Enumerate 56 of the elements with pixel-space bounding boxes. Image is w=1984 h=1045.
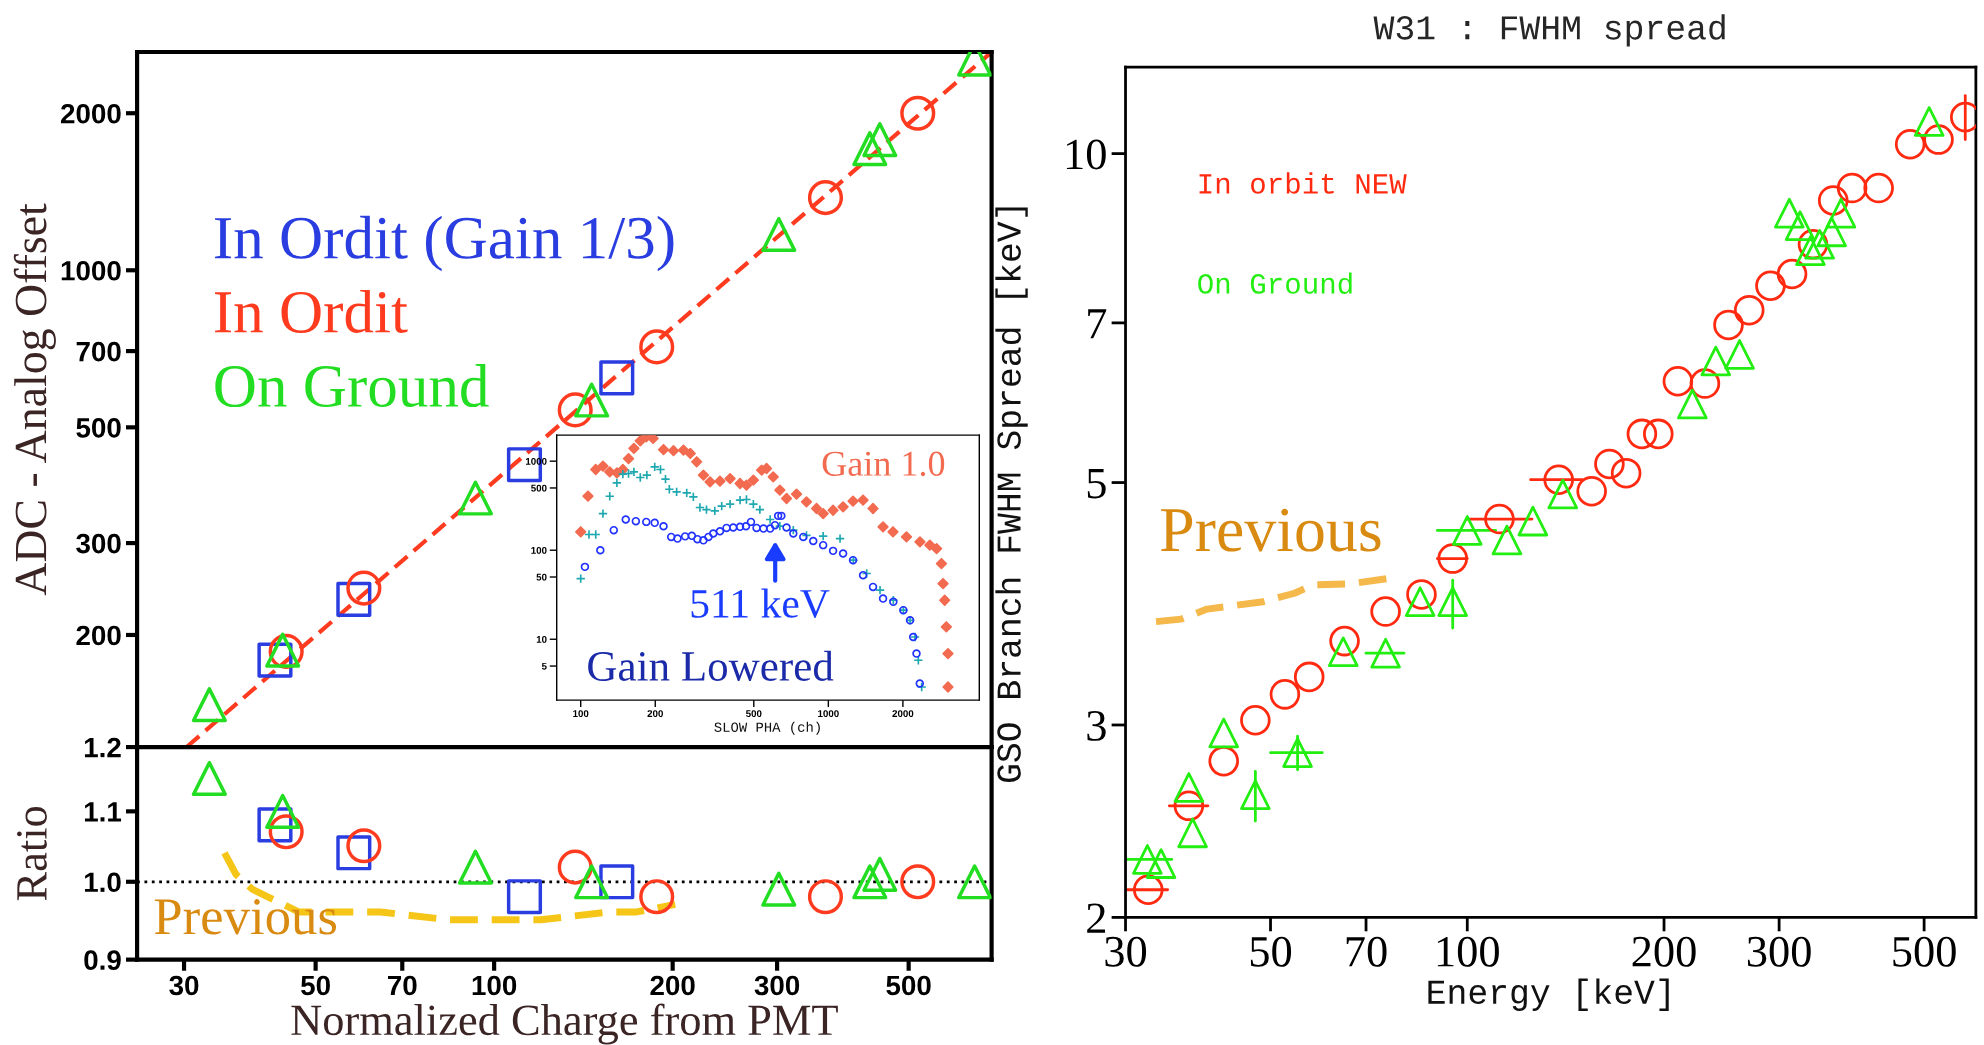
x-axis-title: Energy [keV] [1428, 978, 1669, 1011]
y-tick-label: 2 [1087, 903, 1106, 933]
annotation: Gain 1.0 [822, 451, 945, 477]
y-tick-label: 1000 [61, 260, 121, 281]
x-tick-label: 70 [388, 975, 417, 996]
y-tick-label: 7 [1088, 309, 1107, 339]
x-tick-label: 30 [1105, 936, 1147, 967]
text: In Ordit [215, 289, 408, 333]
y-axis-title: GSO Branch FWHM Spread [keV] [995, 207, 1028, 783]
x-tick-label: 100 [573, 710, 589, 718]
annotation: Previous [1160, 508, 1381, 552]
y-tick-label: 300 [76, 533, 121, 554]
y-tick-label: 700 [76, 341, 121, 362]
y-axis-title: ADC - Analog Offset [13, 203, 56, 596]
y-tick-label: 50 [536, 573, 547, 581]
x-axis-title: SLOW PHA (ch) [714, 721, 820, 735]
y-tick-label: 10 [1066, 139, 1106, 170]
annotation: Previous [154, 899, 337, 935]
annotation: Gain Lowered [588, 650, 834, 681]
series-label: In Ordit (Gain 1/3) [215, 215, 674, 272]
y-tick-label: 200 [76, 625, 121, 646]
text: In orbit NEW [1199, 172, 1407, 194]
y-tick-label: 500 [531, 484, 547, 492]
x-tick-label: 70 [1346, 936, 1387, 967]
y-tick-label: 3 [1087, 710, 1106, 741]
y-tick-label: 0.9 [84, 950, 121, 970]
x-tick-label: 50 [1250, 936, 1292, 967]
y-tick-label: 5 [541, 662, 547, 670]
y-tick-label: 1.0 [84, 872, 121, 893]
x-tick-label: 500 [886, 975, 931, 996]
x-tick-label: 100 [1437, 936, 1499, 967]
y-tick-label: 1.1 [84, 802, 122, 822]
x-tick-label: 50 [301, 975, 330, 996]
y-axis-title: Ratio [17, 806, 47, 901]
text: On Ground [1198, 272, 1352, 294]
x-tick-label: 200 [650, 975, 695, 996]
chart-title: W31 : FWHM spread [1373, 14, 1725, 47]
y-tick-label: 10 [536, 635, 547, 643]
x-tick-label: 100 [472, 975, 517, 996]
x-tick-label: 200 [647, 710, 663, 718]
x-tick-label: 300 [754, 975, 800, 996]
x-tick-label: 500 [745, 710, 762, 718]
y-tick-label: 1.2 [84, 737, 121, 758]
annotation: 511 keV [691, 588, 830, 619]
y-tick-label: 2000 [60, 103, 121, 124]
x-tick-label: 30 [169, 975, 199, 996]
x-tick-label: 1000 [818, 710, 839, 718]
y-tick-label: 500 [76, 418, 121, 438]
x-tick-label: 200 [1632, 936, 1696, 967]
x-tick-label: 2000 [892, 710, 914, 718]
y-tick-label: 100 [531, 546, 547, 554]
x-tick-label: 500 [1893, 936, 1956, 967]
x-tick-label: 300 [1747, 936, 1811, 967]
y-tick-label: 5 [1087, 468, 1106, 499]
x-axis-title: Normalized Charge from PMT [291, 1003, 838, 1045]
series-label: On Ground [215, 364, 489, 408]
